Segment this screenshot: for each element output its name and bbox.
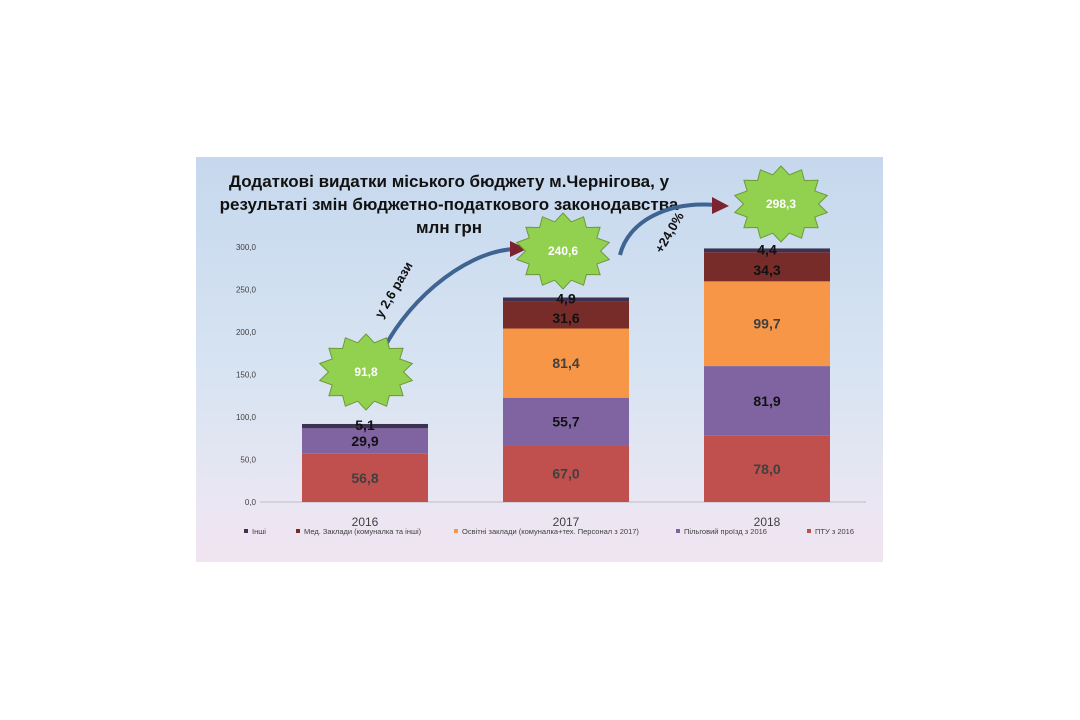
bar-segment (503, 297, 629, 302)
legend-label: Мед. Заклади (комуналка та інші) (304, 527, 422, 536)
legend: Інші Мед. Заклади (комуналка та інші) Осві… (244, 527, 854, 536)
y-tick-label: 50,0 (240, 456, 256, 465)
bar-segment (503, 445, 629, 502)
y-tick-label: 200,0 (236, 328, 257, 337)
legend-swatch (676, 529, 680, 533)
legend-swatch (807, 529, 811, 533)
total-badge-star (733, 165, 829, 243)
x-axis: 2016 2017 2018 (352, 515, 781, 529)
bar-value-label: 34,3 (753, 262, 780, 278)
total-badges: 91,8 240,6 298,3 (318, 165, 829, 411)
x-tick-label: 2018 (754, 515, 781, 529)
bar-value-label: 67,0 (552, 466, 579, 482)
y-tick-label: 0,0 (245, 498, 257, 507)
total-badge-label: 91,8 (354, 365, 378, 379)
growth-arrow-head (510, 241, 527, 257)
bars (302, 248, 830, 502)
bar-segment (704, 366, 830, 436)
bar-value-label: 4,9 (556, 290, 576, 306)
y-tick-label: 300,0 (236, 243, 257, 252)
bar-value-label: 78,0 (753, 461, 780, 477)
y-tick-label: 150,0 (236, 371, 257, 380)
data-labels: 56,8 29,95,1 67,0 55,7 81,4 31,6 4,9 78,0 81,9 99… (351, 241, 780, 485)
chart-panel: Додаткові видатки міського бюджету м.Чер… (196, 157, 883, 562)
bar-segment (503, 397, 629, 446)
bar-segment (704, 281, 830, 367)
bar-segment (503, 301, 629, 329)
growth-arrow-shaft (377, 247, 515, 360)
bar-value-label: 5,1 (355, 417, 375, 433)
growth-arrow-head (712, 197, 729, 214)
bar-value-label: 29,9 (351, 433, 378, 449)
bar-segment (302, 453, 428, 502)
stacked-bar-chart: Додаткові видатки міського бюджету м.Чер… (220, 165, 866, 536)
bar-value-label: 4,4 (757, 241, 777, 257)
bar-value-label: 99,7 (753, 316, 780, 332)
bar-value-label: 55,7 (552, 413, 579, 429)
legend-swatch (296, 529, 300, 533)
bar-value-label: 56,8 (351, 470, 378, 486)
total-badge-label: 240,6 (548, 244, 578, 258)
legend-label: Інші (252, 527, 266, 536)
total-badge-star (515, 212, 611, 290)
total-badge-star (318, 333, 414, 411)
legend-label: Пільговий проїзд з 2016 (684, 527, 767, 536)
x-tick-label: 2016 (352, 515, 379, 529)
legend-swatch (244, 529, 248, 533)
bar-segment (704, 435, 830, 502)
chart-title: Додаткові видатки міського бюджету м.Чер… (220, 172, 679, 237)
legend-swatch (454, 529, 458, 533)
bar-segment (302, 428, 428, 454)
bar-value-label: 81,9 (753, 393, 780, 409)
chart-title-line: результаті змін бюджетно-податкового зак… (220, 195, 679, 214)
y-tick-label: 100,0 (236, 413, 257, 422)
growth-annotation-label: +24,0% (652, 209, 687, 255)
bar-value-label: 31,6 (552, 310, 579, 326)
chart-title-line: млн грн (416, 218, 482, 237)
bar-segment (704, 252, 830, 282)
growth-arrow-shaft (618, 202, 717, 256)
total-badge-label: 298,3 (766, 197, 796, 211)
legend-label: ПТУ з 2016 (815, 527, 854, 536)
bar-segment (704, 248, 830, 253)
bar-segment (302, 423, 428, 429)
y-tick-label: 250,0 (236, 286, 257, 295)
x-tick-label: 2017 (553, 515, 580, 529)
bar-value-label: 81,4 (552, 355, 579, 371)
legend-label: Освітні заклади (комуналка+тех. Персонал… (462, 527, 639, 536)
bar-segment (503, 328, 629, 398)
chart-title-line: Додаткові видатки міського бюджету м.Чер… (229, 172, 670, 191)
